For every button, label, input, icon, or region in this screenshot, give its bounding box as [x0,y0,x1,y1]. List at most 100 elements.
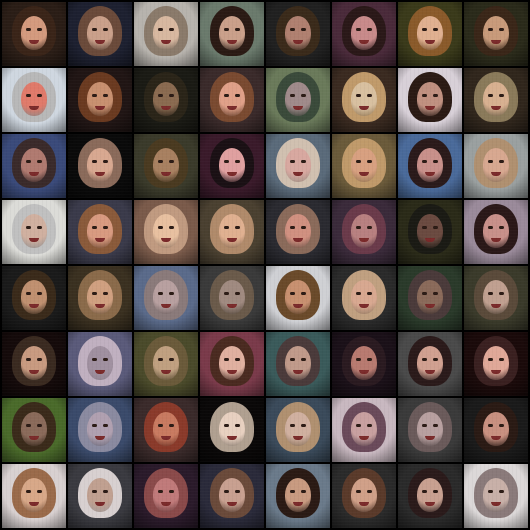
noise-overlay [464,200,528,264]
noise-overlay [68,398,132,462]
right-eye [499,292,504,295]
left-eye [290,94,295,97]
noise-overlay [398,464,462,528]
left-eye [356,160,361,163]
noise-overlay [200,2,264,66]
mouth [29,106,39,110]
left-eye [92,226,97,229]
noise-overlay [464,68,528,132]
face-tile [332,464,396,528]
left-eye [224,358,229,361]
noise-overlay [332,464,396,528]
right-eye [433,160,438,163]
left-eye [92,160,97,163]
noise-overlay [398,134,462,198]
face-tile [2,68,66,132]
left-eye [488,358,493,361]
noise-overlay [200,398,264,462]
left-eye [224,28,229,31]
noise-overlay [266,398,330,462]
noise-overlay [266,266,330,330]
face-shape [219,346,245,380]
right-eye [499,226,504,229]
mouth [359,436,369,440]
mouth [491,502,501,506]
face-shape [351,412,377,446]
left-eye [158,160,163,163]
left-eye [26,424,31,427]
mouth [293,172,303,176]
face-shape [87,280,113,314]
face-tile [398,266,462,330]
right-eye [433,424,438,427]
mouth [359,304,369,308]
left-eye [290,160,295,163]
noise-overlay [68,68,132,132]
right-eye [235,94,240,97]
right-eye [103,358,108,361]
noise-overlay [200,68,264,132]
right-eye [103,94,108,97]
mouth [491,370,501,374]
left-eye [26,28,31,31]
mouth [359,370,369,374]
face-tile [200,464,264,528]
face-shape [87,16,113,50]
noise-overlay [200,464,264,528]
left-eye [422,358,427,361]
noise-overlay [68,464,132,528]
left-eye [488,292,493,295]
right-eye [235,424,240,427]
face-tile [398,200,462,264]
noise-overlay [134,266,198,330]
noise-overlay [200,134,264,198]
face-tile [68,68,132,132]
noise-overlay [464,398,528,462]
mouth [161,304,171,308]
noise-overlay [2,464,66,528]
mouth [29,370,39,374]
noise-overlay [266,464,330,528]
left-eye [26,358,31,361]
right-eye [301,226,306,229]
noise-overlay [134,398,198,462]
face-shape [87,412,113,446]
face-tile [266,398,330,462]
noise-overlay [68,332,132,396]
mouth [293,238,303,242]
face-tile [398,332,462,396]
right-eye [301,28,306,31]
noise-overlay [134,464,198,528]
right-eye [367,94,372,97]
noise-overlay [398,200,462,264]
face-shape [219,214,245,248]
right-eye [235,226,240,229]
face-shape [285,412,311,446]
face-shape [351,346,377,380]
left-eye [224,94,229,97]
face-tile [332,134,396,198]
mouth [359,172,369,176]
right-eye [37,490,42,493]
face-shape [87,148,113,182]
right-eye [169,358,174,361]
right-eye [235,358,240,361]
face-tile [464,464,528,528]
right-eye [169,160,174,163]
noise-overlay [398,398,462,462]
face-shape [417,16,443,50]
mouth [95,502,105,506]
noise-overlay [332,266,396,330]
left-eye [26,160,31,163]
right-eye [499,358,504,361]
left-eye [488,226,493,229]
face-shape [285,16,311,50]
right-eye [367,490,372,493]
left-eye [356,94,361,97]
noise-overlay [266,2,330,66]
noise-overlay [266,332,330,396]
face-tile [464,68,528,132]
face-shape [87,82,113,116]
face-shape [351,214,377,248]
noise-overlay [464,464,528,528]
